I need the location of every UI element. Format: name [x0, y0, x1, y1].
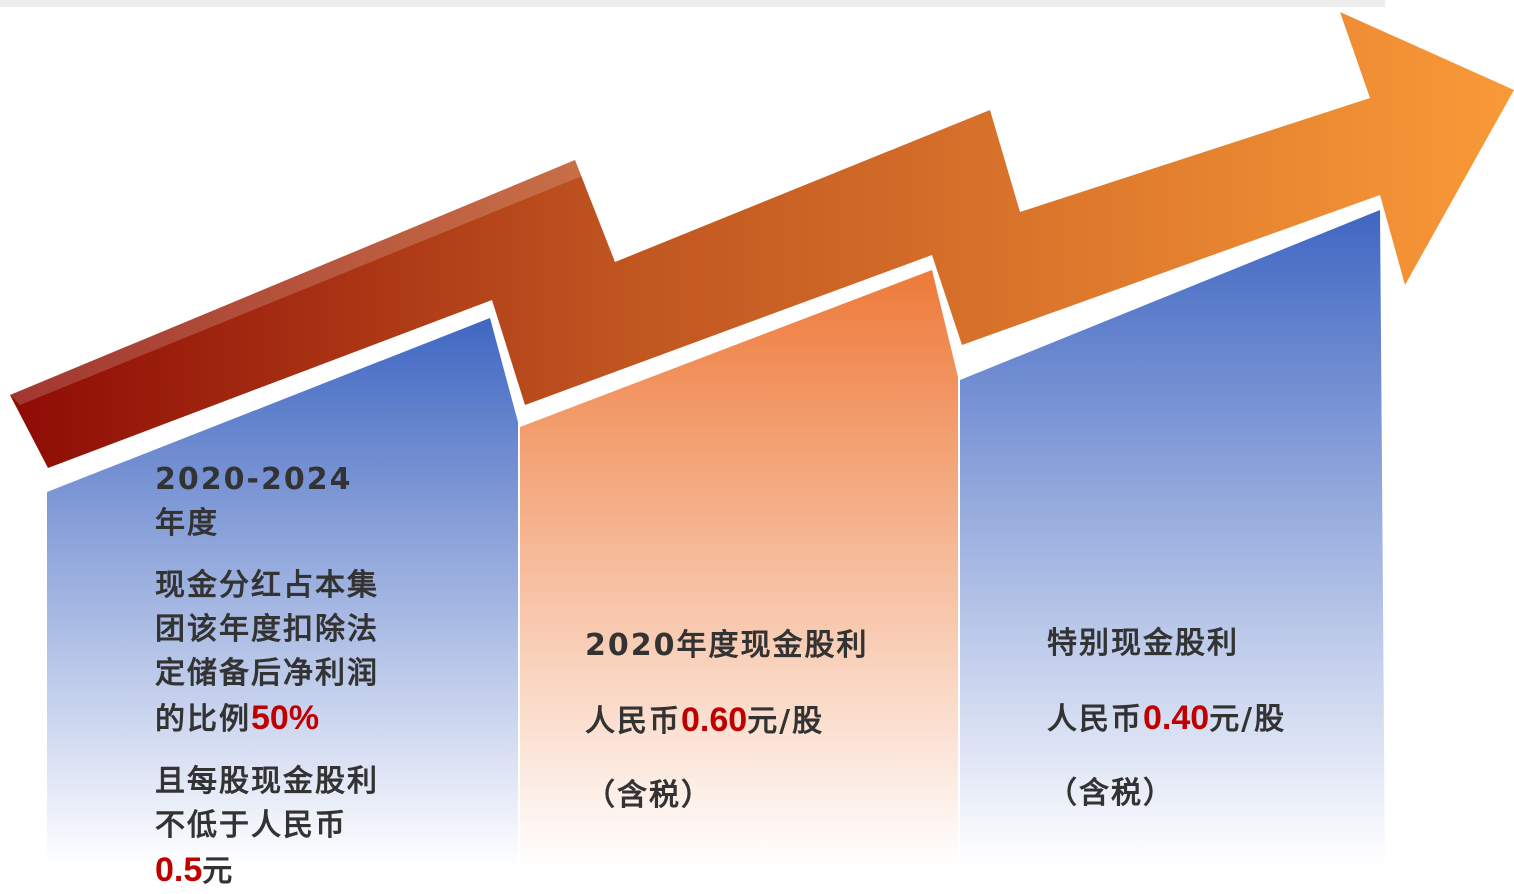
text: 人民币 — [585, 704, 681, 739]
text: 元 — [202, 854, 234, 889]
panel: 2020-2024 年度 现金分红占本集团该年度扣除法定储备后净利润的比例50%… — [155, 458, 390, 894]
panel-note: （含税） — [585, 774, 915, 818]
panel-amount: 人民币0.60元/股 — [585, 698, 915, 744]
page: 2020-2024 年度 现金分红占本集团该年度扣除法定储备后净利润的比例50%… — [0, 0, 1514, 866]
panel-heading: 2020-2024 年度 — [155, 458, 390, 546]
panel: 特别现金股利 人民币0.40元/股 （含税） — [1047, 622, 1377, 816]
text: 元/股 — [1209, 702, 1286, 737]
text: 且每股现金股利不低于人民币 — [155, 764, 379, 843]
panel-heading: 2020年度现金股利 — [585, 624, 915, 668]
top-strip — [0, 0, 1385, 7]
highlight: 0.60 — [681, 701, 747, 739]
text: 元/股 — [747, 704, 824, 739]
panel-heading: 特别现金股利 — [1047, 622, 1377, 666]
text: 人民币 — [1047, 702, 1143, 737]
panel-note: （含税） — [1047, 772, 1377, 816]
panel: 2020年度现金股利 人民币0.60元/股 （含税） — [585, 624, 915, 818]
panel-floor: 且每股现金股利不低于人民币 0.5元 — [155, 760, 390, 894]
panel-rule: 现金分红占本集团该年度扣除法定储备后净利润的比例50% — [155, 564, 390, 742]
highlight: 0.40 — [1143, 699, 1209, 737]
highlight: 0.5 — [155, 851, 202, 889]
highlight: 50% — [251, 699, 319, 737]
panel-amount: 人民币0.40元/股 — [1047, 696, 1377, 742]
